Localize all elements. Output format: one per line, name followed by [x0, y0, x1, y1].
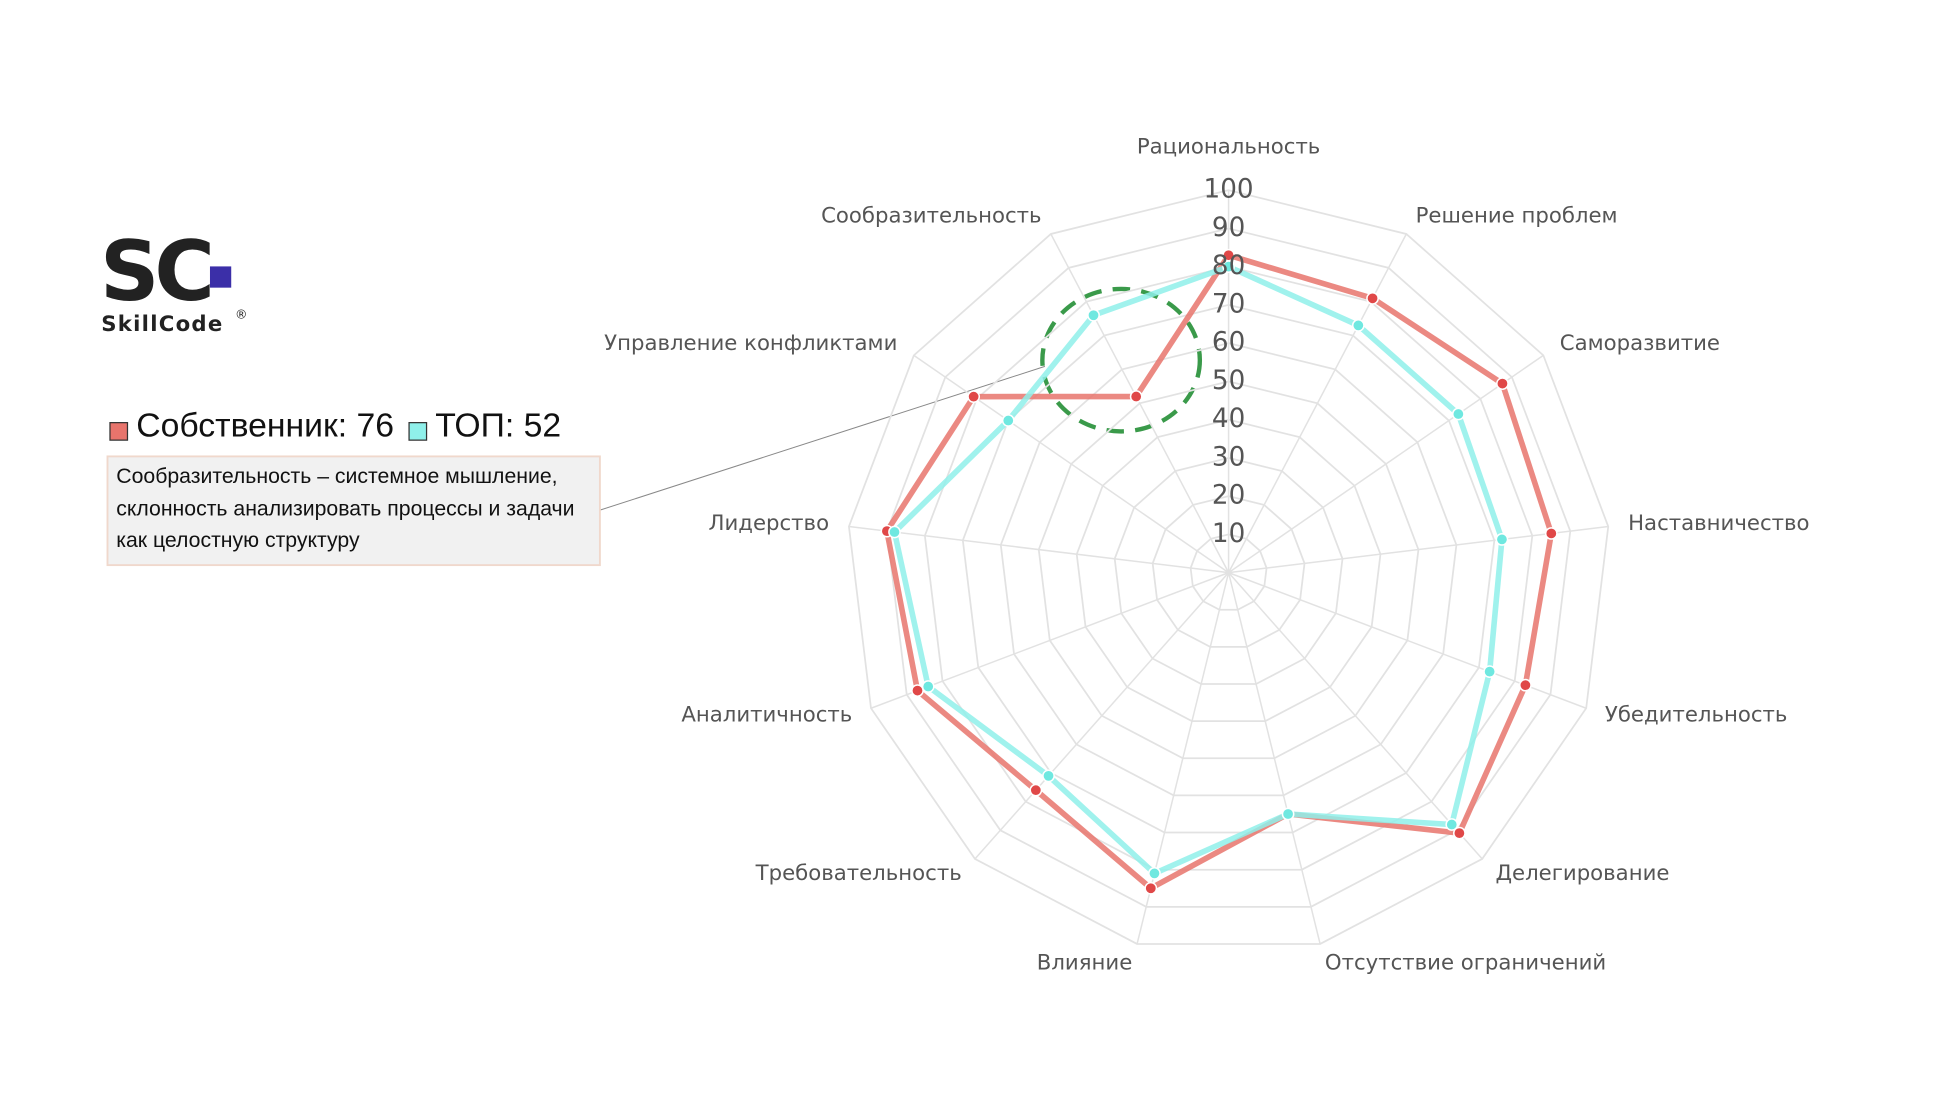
logo-square — [209, 266, 232, 288]
grid-ring — [886, 227, 1572, 908]
logo-mark: SC — [100, 224, 210, 320]
highlight-circle — [1040, 286, 1203, 434]
axis-label: Наставничество — [1628, 511, 1809, 536]
logo: SC SkillCode ® — [100, 224, 247, 337]
tooltip-line: склонность анализировать процессы и зада… — [116, 497, 574, 521]
legend-label: ТОП: 52 — [435, 407, 561, 445]
axis-label: Решение проблем — [1416, 203, 1618, 228]
r-tick-label: 20 — [1212, 481, 1245, 511]
r-tick-label: 100 — [1204, 175, 1254, 205]
grid-ring — [848, 189, 1610, 945]
r-tick-label: 40 — [1212, 404, 1245, 434]
axis-label: Влияние — [1037, 950, 1132, 975]
point — [1495, 533, 1509, 546]
connector — [599, 365, 1046, 511]
point — [1042, 769, 1055, 783]
point — [1453, 826, 1466, 840]
r-tick-label: 60 — [1212, 328, 1245, 358]
axis-label: Лидерство — [709, 511, 830, 536]
axis-label: Отсутствие ограничений — [1325, 950, 1606, 975]
point — [1029, 783, 1043, 797]
point — [888, 525, 901, 539]
grid-ring — [1037, 380, 1420, 760]
series-line — [883, 251, 1555, 892]
r-tick-label: 80 — [1212, 251, 1245, 281]
axis-label: Делегирование — [1495, 861, 1669, 886]
point — [1496, 377, 1509, 390]
point — [1087, 308, 1100, 322]
axis-label: Саморазвитие — [1560, 331, 1720, 356]
r-tick-label: 70 — [1212, 289, 1245, 319]
axis-label: Аналитичность — [681, 702, 852, 727]
grid-ring — [1075, 418, 1382, 723]
point — [1222, 260, 1235, 274]
r-tick-label: 50 — [1212, 366, 1245, 396]
point — [921, 680, 935, 693]
point — [1281, 807, 1295, 821]
r-tick-label: 90 — [1212, 213, 1245, 243]
point — [1001, 414, 1015, 427]
point — [967, 390, 981, 404]
grid-ring — [1151, 495, 1306, 648]
point — [1144, 881, 1158, 895]
r-tick-label: 10 — [1212, 519, 1245, 549]
axis-label: Требовательность — [755, 861, 962, 886]
tooltip-box — [106, 455, 601, 567]
legend-label: Собственник: 76 — [136, 407, 394, 445]
point — [1519, 678, 1532, 692]
point — [1544, 527, 1558, 540]
series-line — [891, 263, 1505, 877]
tooltip-line: как целостную структуру — [116, 528, 360, 552]
grid-ring — [999, 342, 1458, 797]
point — [1129, 390, 1143, 403]
axis-label: Сообразительность — [821, 203, 1041, 228]
logo-name: SkillCode — [101, 312, 223, 337]
grid-ring — [923, 265, 1534, 871]
grid-ring — [1189, 533, 1268, 611]
point — [1148, 867, 1161, 880]
axis-label: Управление конфликтами — [604, 331, 897, 356]
logo-registered: ® — [235, 307, 247, 322]
legend-swatch — [109, 422, 129, 441]
grid-ring — [1113, 456, 1344, 685]
axis-label: Убедительность — [1605, 702, 1788, 727]
point — [911, 684, 924, 697]
point — [1451, 407, 1465, 421]
tooltip-line: Сообразительность – системное мышление, — [116, 464, 557, 488]
legend-swatch — [408, 422, 428, 441]
point — [1445, 818, 1459, 831]
grid-ring — [961, 304, 1496, 834]
point — [1351, 319, 1365, 332]
axis-label: Рациональность — [1137, 135, 1320, 160]
r-tick-label: 30 — [1212, 442, 1245, 472]
point — [1366, 291, 1379, 305]
point — [1483, 665, 1497, 678]
